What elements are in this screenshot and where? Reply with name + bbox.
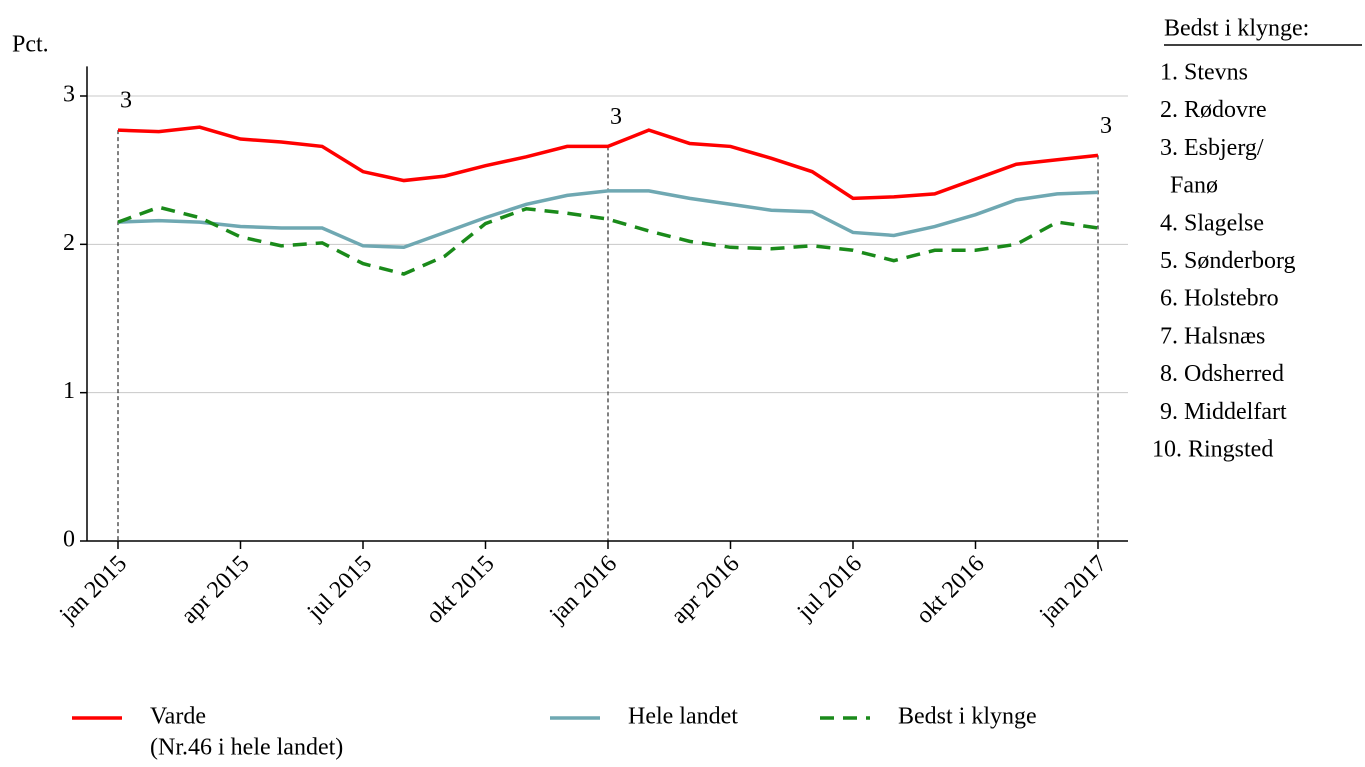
- legend-label: Hele landet: [628, 704, 738, 730]
- series-line: [117, 125, 1099, 201]
- x-tick-label: okt 2016: [911, 551, 989, 629]
- y-tick-label: 3: [63, 82, 75, 108]
- side-panel-item: 5. Sønderborg: [1160, 248, 1296, 274]
- x-tick-label: apr 2016: [666, 551, 744, 629]
- side-panel-item: 4. Slagelse: [1160, 210, 1264, 236]
- side-panel-title: Bedst i klynge:: [1164, 16, 1309, 42]
- side-panel-item: 9. Middelfart: [1160, 399, 1287, 425]
- series-line: [117, 205, 1099, 276]
- x-tick-label: jan 2016: [544, 551, 622, 629]
- side-panel-item: 6. Holstebro: [1160, 286, 1279, 312]
- side-panel-item: 1. Stevns: [1160, 60, 1248, 86]
- x-tick-label: jul 2015: [302, 551, 377, 626]
- series-line: [117, 189, 1099, 250]
- y-tick-label: 1: [63, 378, 75, 404]
- x-tick-label: jul 2016: [792, 551, 867, 626]
- x-tick-label: apr 2015: [176, 551, 254, 629]
- legend-label: Varde: [150, 704, 206, 730]
- annotation-label: 3: [610, 104, 622, 130]
- x-tick-label: jan 2015: [54, 551, 132, 629]
- x-tick-label: jan 2017: [1034, 551, 1112, 629]
- side-panel-item: 2. Rødovre: [1160, 97, 1267, 123]
- side-panel-item: 3. Esbjerg/: [1160, 135, 1264, 161]
- annotation-label: 3: [1100, 113, 1112, 139]
- y-axis-label: Pct.: [12, 32, 49, 58]
- y-tick-label: 2: [63, 230, 75, 256]
- side-panel-item: 8. Odsherred: [1160, 361, 1284, 387]
- y-tick-label: 0: [63, 527, 75, 553]
- side-panel-item: 7. Halsnæs: [1160, 323, 1265, 349]
- side-panel-item: Fanø: [1170, 173, 1218, 199]
- annotation-label: 3: [120, 88, 132, 114]
- side-panel-item: 10. Ringsted: [1152, 437, 1273, 463]
- x-tick-label: okt 2015: [421, 551, 499, 629]
- legend-note: (Nr.46 i hele landet): [150, 735, 343, 761]
- legend-label: Bedst i klynge: [898, 704, 1037, 730]
